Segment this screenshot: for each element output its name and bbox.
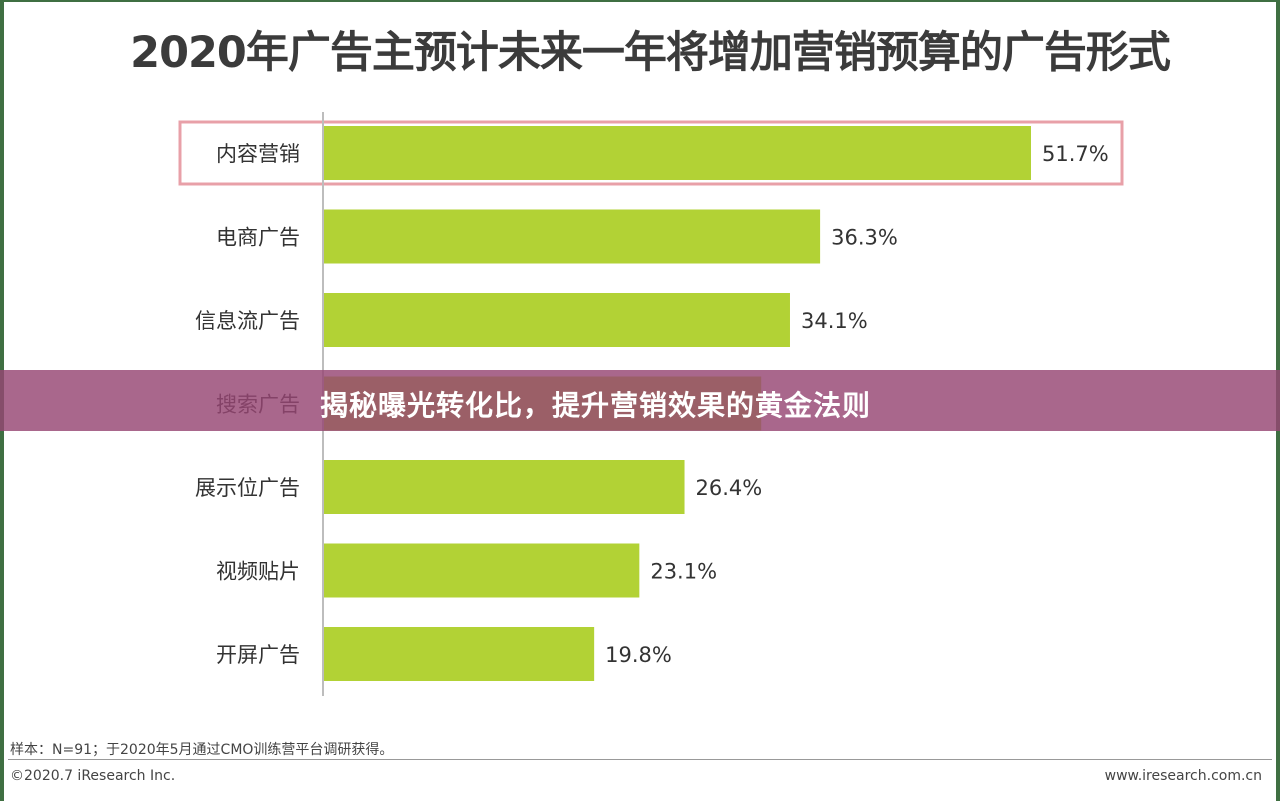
category-label-7: 开屏广告 <box>216 643 300 667</box>
bar-1 <box>323 126 1031 180</box>
bar-6 <box>323 543 640 598</box>
value-label-3: 34.1% <box>801 309 868 333</box>
bar-7 <box>323 627 595 681</box>
bar-3 <box>323 293 790 347</box>
overlay-banner <box>0 370 1280 431</box>
overlay-banner-text: 揭秘曝光转化比，提升营销效果的黄金法则 <box>320 389 872 422</box>
footer-rule <box>8 759 1272 760</box>
bar-5 <box>323 460 685 514</box>
value-label-2: 36.3% <box>831 226 898 250</box>
value-label-5: 26.4% <box>696 476 763 500</box>
category-label-6: 视频贴片 <box>216 560 300 584</box>
highlight-box <box>178 120 1124 186</box>
category-label-5: 展示位广告 <box>195 476 300 500</box>
copyright-text: ©2020.7 iResearch Inc. <box>10 768 176 784</box>
sample-note: 样本：N=91；于2020年5月通过CMO训练营平台调研获得。 <box>10 742 394 758</box>
value-label-7: 19.8% <box>605 643 672 667</box>
website-text: www.iresearch.com.cn <box>1104 768 1262 784</box>
category-label-3: 信息流广告 <box>195 309 300 333</box>
chart-title: 2020年广告主预计未来一年将增加营销预算的广告形式 <box>130 28 1171 78</box>
value-label-6: 23.1% <box>650 560 717 584</box>
frame-top-border <box>0 0 1280 2</box>
category-label-1: 内容营销 <box>216 142 300 166</box>
category-label-2: 电商广告 <box>216 226 300 250</box>
bar-2 <box>323 209 821 264</box>
value-label-1: 51.7% <box>1042 142 1109 166</box>
